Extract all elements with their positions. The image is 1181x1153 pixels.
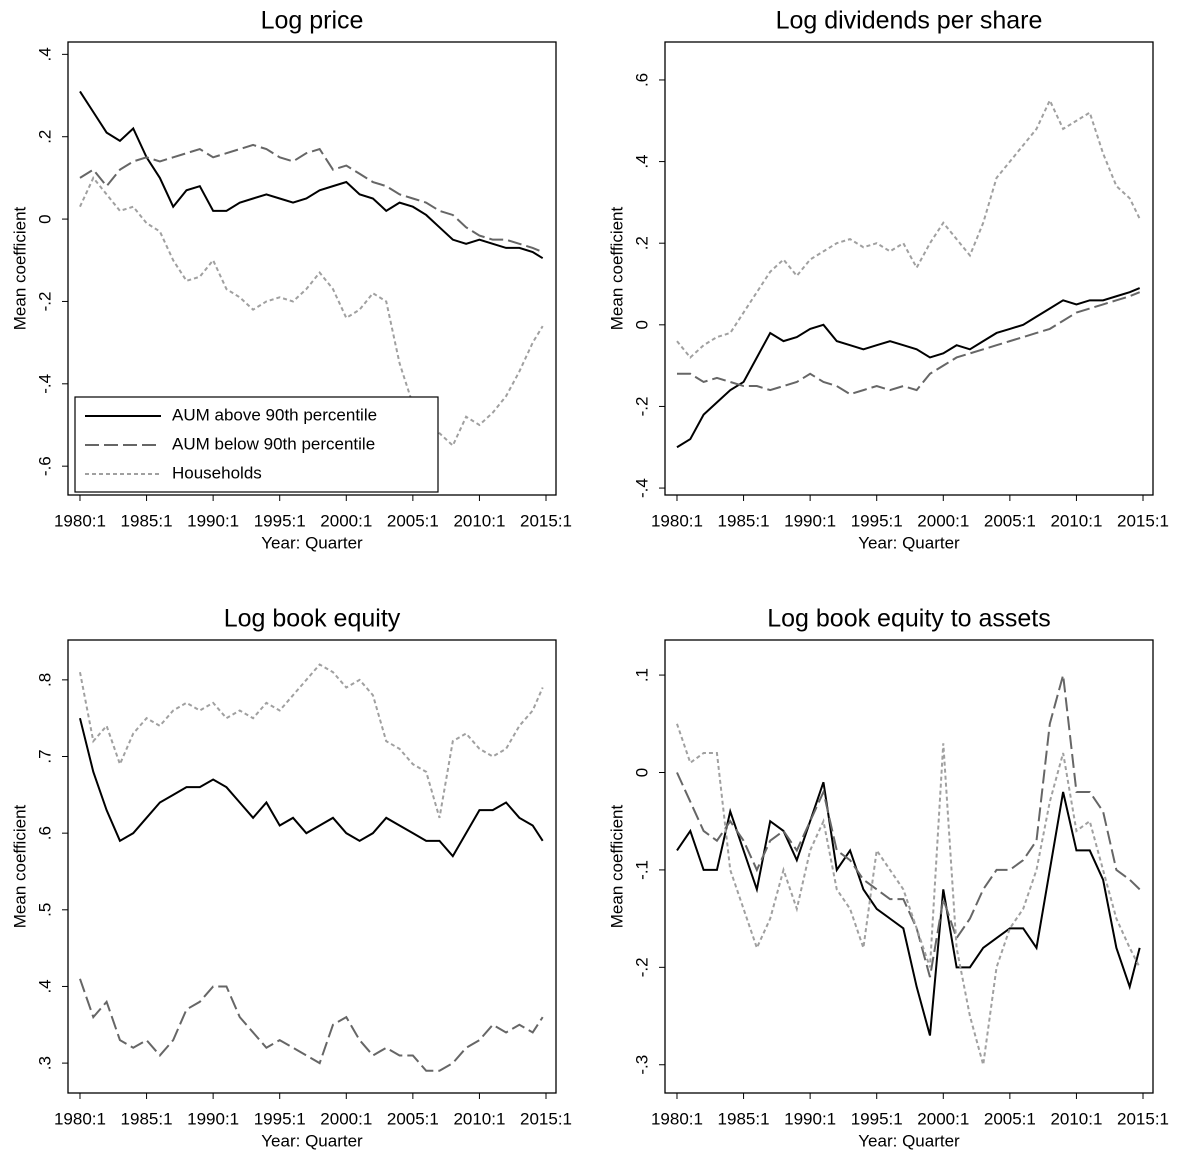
- y-tick-label: -.4: [35, 374, 54, 394]
- x-tick-label: 1980:1: [54, 511, 106, 530]
- series-line: [79, 176, 544, 448]
- panel: Log dividends per share .6 .4 .2 0 -.2 -.41980…: [607, 7, 1169, 553]
- panel-title: Log book equity: [224, 605, 401, 633]
- x-tick-label: 1985:1: [121, 511, 173, 530]
- legend-label: AUM below 90th percentile: [172, 434, 375, 453]
- y-tick-label: .4: [35, 47, 54, 61]
- series-line: [79, 978, 544, 1072]
- series-line: [79, 717, 544, 858]
- x-tick-label: 2010:1: [1050, 511, 1102, 530]
- y-tick-label: .2: [35, 130, 54, 144]
- x-tick-label: 2015:1: [520, 1109, 572, 1128]
- panel-title: Log dividends per share: [776, 7, 1043, 35]
- x-tick-label: 2015:1: [1117, 1109, 1169, 1128]
- series-line: [676, 291, 1141, 396]
- y-tick-label: .6: [632, 73, 651, 87]
- x-tick-label: 2000:1: [320, 511, 372, 530]
- x-axis-title: Year: Quarter: [858, 533, 960, 552]
- x-tick-label: 2010:1: [453, 1109, 505, 1128]
- panel-title: Log book equity to assets: [767, 605, 1051, 633]
- x-axis-title: Year: Quarter: [261, 1131, 363, 1150]
- x-tick-label: 1980:1: [651, 1109, 703, 1128]
- series-line: [676, 674, 1141, 978]
- series-line: [676, 97, 1141, 359]
- panel: Log book equity to assets .1 0 -.1 -.2 -.3 198…: [607, 605, 1169, 1151]
- y-tick-label: .4: [632, 154, 651, 168]
- plot-frame: [67, 41, 557, 496]
- series-line: [676, 781, 1141, 1036]
- x-tick-label: 2015:1: [1117, 511, 1169, 530]
- x-tick-label: 1980:1: [54, 1109, 106, 1128]
- y-tick-label: .6: [35, 826, 54, 840]
- panel: Log book equity .8 .7 .6 .5 .4 .3 1980:1 1985:1 1…: [10, 605, 572, 1151]
- y-tick-label: .3: [35, 1056, 54, 1070]
- y-tick-label: -.2: [35, 292, 54, 312]
- x-tick-label: 2005:1: [387, 511, 439, 530]
- plot-frame: [664, 639, 1154, 1094]
- y-tick-label: -.2: [632, 397, 651, 417]
- x-tick-label: 2005:1: [387, 1109, 439, 1128]
- y-tick-label: 0: [632, 768, 651, 777]
- x-tick-label: 1995:1: [254, 511, 306, 530]
- x-tick-label: 1985:1: [718, 511, 770, 530]
- plot-frame: [67, 639, 557, 1094]
- series-line: [78, 663, 544, 819]
- x-tick-label: 1995:1: [254, 1109, 306, 1128]
- x-axis-title: Year: Quarter: [858, 1131, 960, 1150]
- panel: Log price .4 .2 0 -.2 -.4 -.6 1980:1 1985:1 1990:…: [10, 7, 572, 553]
- series-line: [79, 143, 544, 253]
- x-tick-label: 1985:1: [121, 1109, 173, 1128]
- y-tick-label: -.2: [632, 957, 651, 977]
- y-tick-label: .7: [35, 749, 54, 763]
- x-tick-label: 2000:1: [917, 1109, 969, 1128]
- x-tick-label: 1995:1: [851, 511, 903, 530]
- y-tick-label: .4: [35, 979, 54, 993]
- y-tick-label: .2: [632, 236, 651, 250]
- y-axis-title: Mean coefficient: [607, 804, 626, 928]
- x-tick-label: 2015:1: [520, 511, 572, 530]
- x-tick-label: 1980:1: [651, 511, 703, 530]
- x-tick-label: 1990:1: [187, 511, 239, 530]
- y-axis-title: Mean coefficient: [607, 206, 626, 330]
- series-line: [676, 723, 1141, 1066]
- x-tick-label: 2000:1: [320, 1109, 372, 1128]
- y-tick-label: -.6: [35, 456, 54, 476]
- y-tick-label: 0: [35, 214, 54, 223]
- series-line: [79, 90, 544, 260]
- y-tick-label: .5: [35, 903, 54, 917]
- plot-frame: [664, 41, 1154, 496]
- y-tick-label: .8: [35, 673, 54, 687]
- y-tick-label: -.4: [632, 478, 651, 498]
- y-tick-label: -.1: [632, 860, 651, 880]
- x-axis-title: Year: Quarter: [261, 533, 363, 552]
- series-line: [676, 287, 1141, 449]
- y-axis-title: Mean coefficient: [10, 804, 29, 928]
- x-tick-label: 1990:1: [187, 1109, 239, 1128]
- y-tick-label: 0: [632, 320, 651, 329]
- x-tick-label: 2010:1: [453, 511, 505, 530]
- x-tick-label: 2005:1: [984, 511, 1036, 530]
- x-tick-label: 2000:1: [917, 511, 969, 530]
- y-axis-title: Mean coefficient: [10, 206, 29, 330]
- x-tick-label: 2010:1: [1050, 1109, 1102, 1128]
- x-tick-label: 1995:1: [851, 1109, 903, 1128]
- legend-label: AUM above 90th percentile: [172, 405, 377, 424]
- x-tick-label: 1985:1: [718, 1109, 770, 1128]
- x-tick-label: 1990:1: [784, 511, 836, 530]
- x-tick-label: 1990:1: [784, 1109, 836, 1128]
- x-tick-label: 2005:1: [984, 1109, 1036, 1128]
- panel-title: Log price: [261, 7, 364, 35]
- legend-label: Households: [172, 463, 262, 482]
- y-tick-label: .1: [632, 668, 651, 682]
- y-tick-label: -.3: [632, 1055, 651, 1075]
